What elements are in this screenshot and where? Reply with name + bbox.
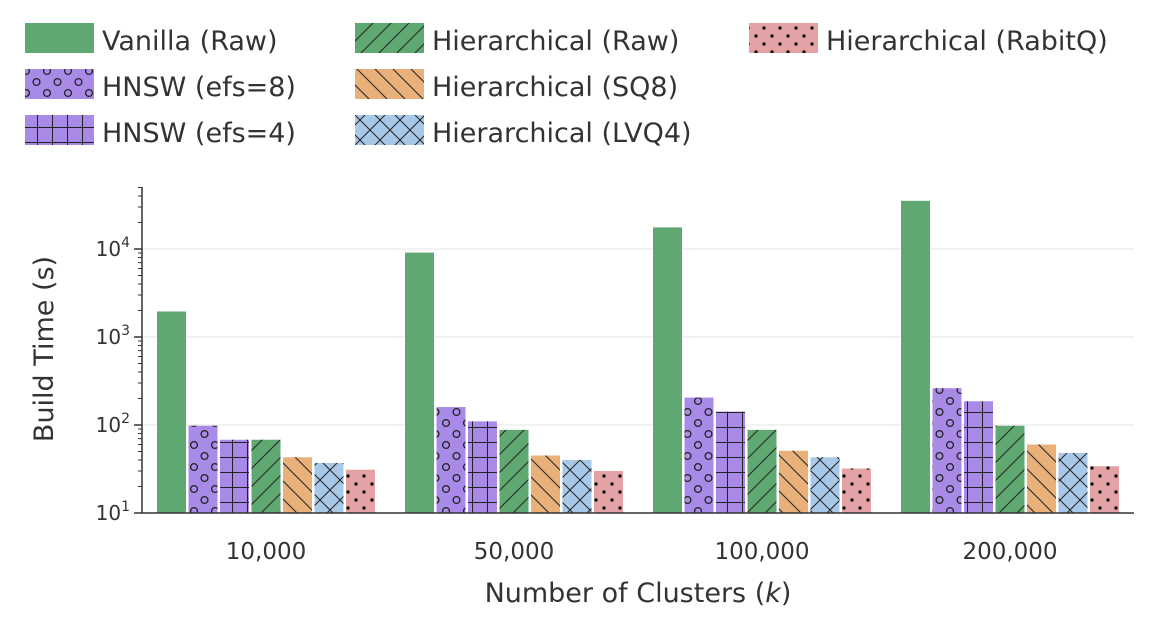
- bar-hatch-hierarchical-lvq4: [810, 457, 840, 513]
- bar-vanilla-raw: [901, 200, 930, 513]
- axes: 101 102 103 104 10,000 50,000 100,000 200,000: [96, 186, 1134, 565]
- x-tick-label: 200,000: [962, 539, 1057, 565]
- bar-hatch-hierarchical-sq8: [1027, 444, 1056, 513]
- bar-hatch-hierarchical-lvq4: [314, 462, 344, 513]
- legend-label: Hierarchical (SQ8): [432, 72, 678, 103]
- legend-item-hierarchical-raw: Hierarchical (Raw): [355, 23, 679, 57]
- legend-swatch-hatch: [25, 69, 94, 99]
- x-axis-label-suffix: ): [781, 578, 792, 609]
- y-tick-label: 104: [96, 235, 130, 261]
- legend-swatch-hatch: [25, 115, 94, 145]
- legend: Vanilla (Raw) HNSW (efs=8) HNSW (efs=4) Hie…: [25, 23, 1108, 149]
- legend-swatch: [25, 23, 94, 53]
- legend-item-hnsw-efs-4: HNSW (efs=4): [25, 115, 296, 149]
- legend-label: Hierarchical (RabitQ): [826, 26, 1108, 57]
- bar-vanilla-raw: [157, 311, 186, 513]
- bar-hatch-hierarchical-raw: [995, 425, 1025, 513]
- legend-item-hnsw-efs-8: HNSW (efs=8): [25, 69, 296, 103]
- bar-vanilla-raw: [405, 252, 434, 513]
- bar-hatch-hierarchical-rabitq: [842, 468, 871, 513]
- bar-hatch-hnsw-efs-8: [684, 397, 714, 513]
- bar-vanilla-raw: [653, 227, 682, 513]
- bar-hatch-hierarchical-sq8: [531, 455, 560, 513]
- x-tick-label: 100,000: [714, 539, 809, 565]
- bar-hatch-hierarchical-rabitq: [346, 469, 375, 513]
- bar-hatch-hierarchical-raw: [251, 439, 281, 513]
- bar-hatch-hierarchical-sq8: [283, 457, 312, 513]
- legend-swatch-hatch: [355, 69, 424, 99]
- legend-label: HNSW (efs=8): [102, 72, 296, 103]
- x-axis-label-variable: k: [765, 578, 782, 609]
- legend-item-vanilla-raw: Vanilla (Raw): [25, 23, 278, 57]
- bar-hatch-hnsw-efs-8: [436, 407, 466, 513]
- legend-label: Hierarchical (LVQ4): [432, 118, 692, 149]
- bar-hatch-hierarchical-lvq4: [562, 460, 592, 513]
- x-tick-label: 10,000: [226, 539, 306, 565]
- bar-hatch-hierarchical-lvq4: [1058, 453, 1088, 513]
- legend-label: Vanilla (Raw): [102, 26, 278, 57]
- legend-label: HNSW (efs=4): [102, 118, 296, 149]
- bar-hatch-hierarchical-raw: [499, 429, 529, 513]
- x-tick-label: 50,000: [474, 539, 554, 565]
- bar-hatch-hnsw-efs-8: [188, 425, 218, 513]
- x-axis-label: Number of Clusters (k): [485, 578, 792, 609]
- bar-hatch-hierarchical-raw: [747, 429, 777, 513]
- legend-label: Hierarchical (Raw): [432, 26, 679, 57]
- legend-swatch-hatch: [355, 115, 424, 145]
- bar-hatch-hnsw-efs-8: [932, 388, 962, 513]
- x-axis-label-prefix: Number of Clusters (: [485, 578, 766, 609]
- y-tick-label: 101: [96, 499, 130, 525]
- y-tick-label: 102: [96, 411, 130, 437]
- legend-item-hierarchical-rabitq: Hierarchical (RabitQ): [749, 23, 1108, 57]
- bar-hatch-hnsw-efs-4: [964, 401, 993, 513]
- bars: [157, 200, 1119, 513]
- bar-hatch-hierarchical-sq8: [779, 450, 808, 513]
- bar-hatch-hierarchical-rabitq: [594, 471, 623, 513]
- legend-item-hierarchical-sq8: Hierarchical (SQ8): [355, 69, 678, 103]
- y-axis-title: Build Time (s): [29, 256, 60, 442]
- bar-hatch-hnsw-efs-4: [716, 411, 745, 513]
- gridlines: [142, 248, 1134, 426]
- bar-hatch-hnsw-efs-4: [468, 421, 497, 513]
- legend-swatch-hatch: [355, 23, 424, 53]
- legend-item-hierarchical-lvq4: Hierarchical (LVQ4): [355, 115, 692, 149]
- bar-hatch-hierarchical-rabitq: [1090, 466, 1119, 513]
- legend-swatch-hatch: [749, 23, 818, 53]
- bar-hatch-hnsw-efs-4: [220, 439, 249, 513]
- y-axis-label: Build Time (s): [29, 256, 60, 442]
- y-tick-label: 103: [96, 323, 130, 349]
